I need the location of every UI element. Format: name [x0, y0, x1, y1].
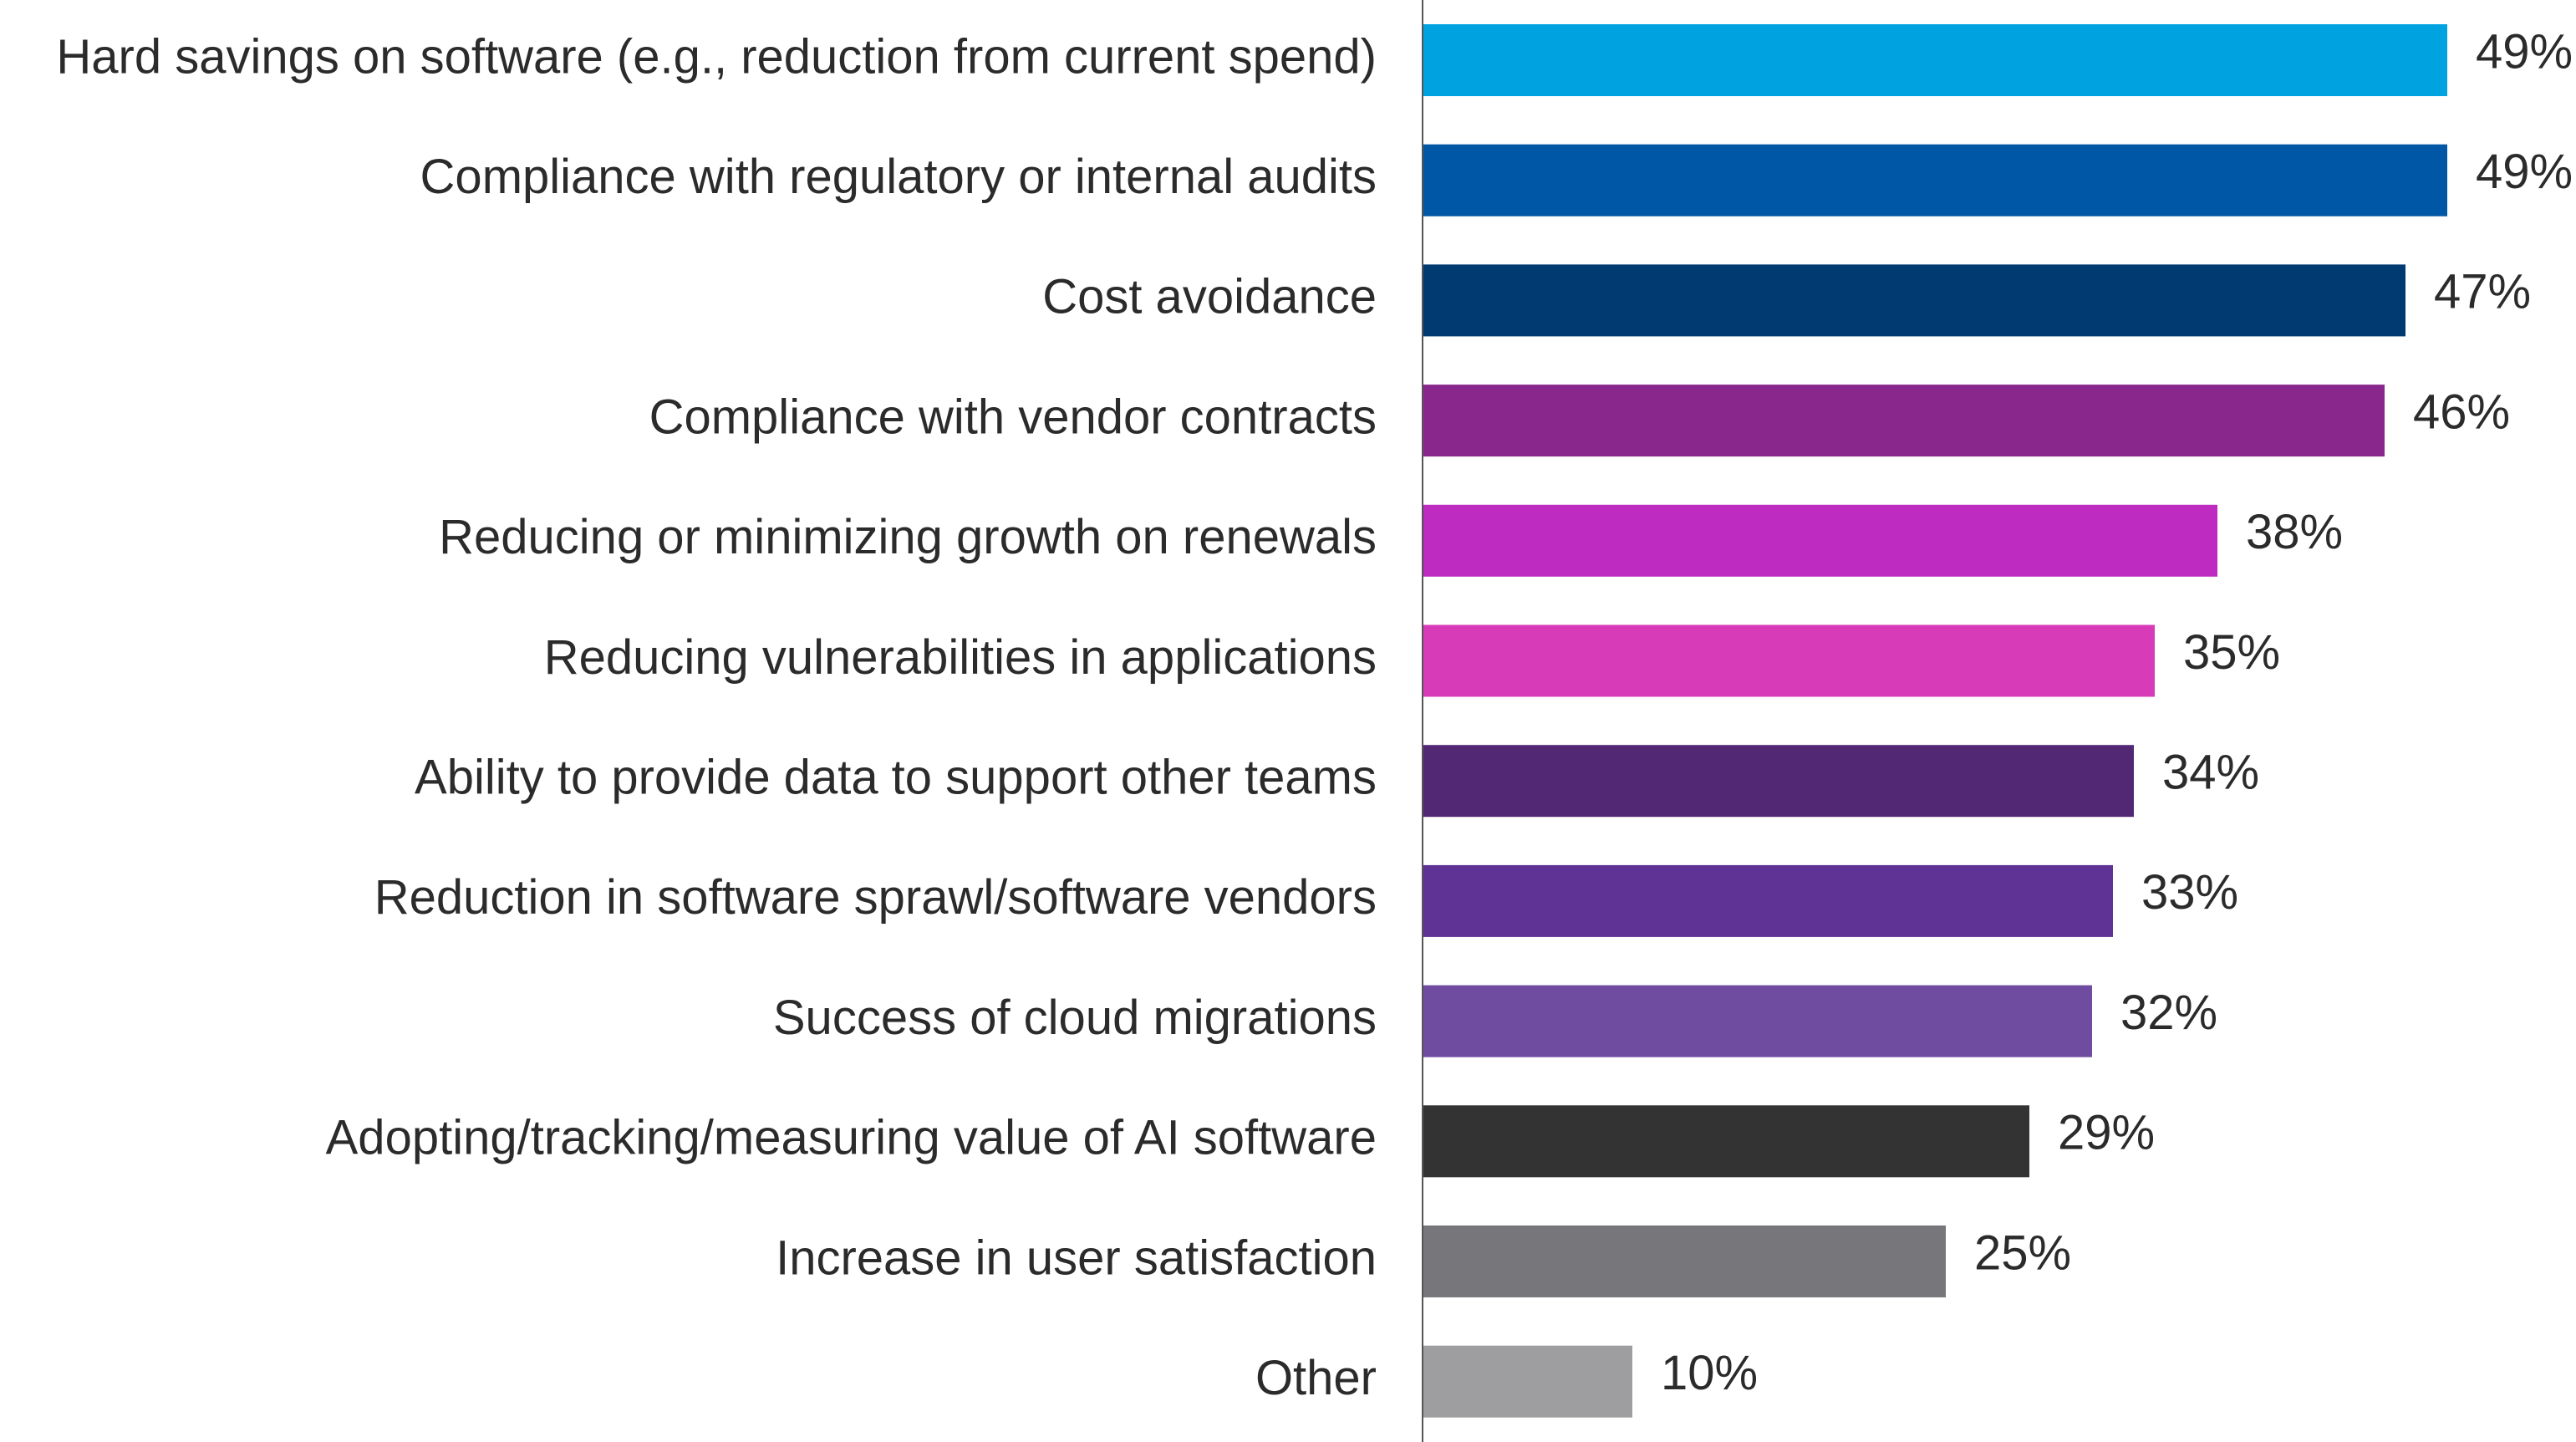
bar [1423, 624, 2155, 697]
bar [1423, 1225, 1946, 1297]
value-label: 29% [2058, 1106, 2155, 1160]
bar [1423, 24, 2447, 96]
category-label: Cost avoidance [1042, 270, 1377, 324]
category-label: Compliance with regulatory or internal a… [420, 150, 1377, 204]
value-label: 25% [1974, 1225, 2071, 1280]
category-label: Other [1255, 1351, 1377, 1405]
category-label: Adopting/tracking/measuring value of AI … [326, 1111, 1377, 1165]
bar [1423, 144, 2447, 217]
category-label: Reducing vulnerabilities in applications [544, 630, 1377, 685]
value-label: 32% [2120, 986, 2217, 1040]
category-label: Hard savings on software (e.g., reductio… [56, 29, 1377, 84]
value-label: 34% [2162, 746, 2259, 800]
value-label: 35% [2183, 625, 2280, 680]
bar [1423, 1105, 2029, 1178]
value-label: 49% [2476, 145, 2573, 199]
value-label: 49% [2476, 24, 2573, 79]
bar [1423, 385, 2385, 457]
category-label: Ability to provide data to support other… [415, 751, 1377, 805]
category-label: Success of cloud migrations [773, 991, 1377, 1045]
bar [1423, 745, 2134, 818]
bar [1423, 985, 2092, 1057]
bar [1423, 504, 2217, 577]
category-label: Reducing or minimizing growth on renewal… [439, 510, 1377, 564]
category-label: Compliance with vendor contracts [649, 390, 1377, 444]
value-label: 46% [2413, 385, 2510, 439]
bar [1423, 864, 2113, 937]
bar [1423, 264, 2405, 337]
bar [1423, 1345, 1632, 1418]
value-label: 47% [2434, 265, 2531, 319]
value-label: 38% [2246, 505, 2343, 559]
category-label: Increase in user satisfaction [776, 1231, 1377, 1285]
value-label: 33% [2141, 865, 2238, 920]
value-label: 10% [1661, 1346, 1758, 1400]
category-label: Reduction in software sprawl/software ve… [374, 870, 1377, 925]
